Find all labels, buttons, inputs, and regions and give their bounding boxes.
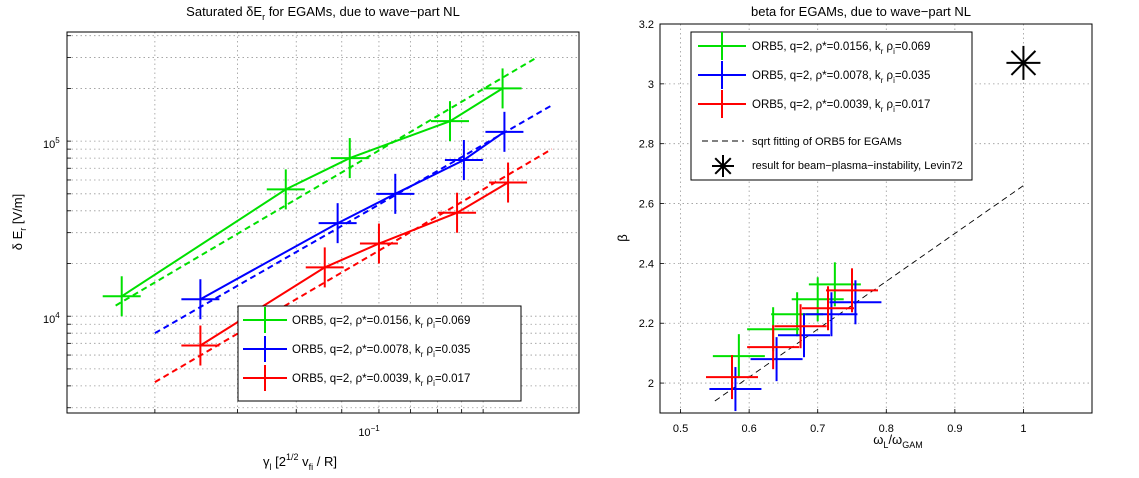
left-plot: Saturated δEr for EGAMs, due to wave−par… xyxy=(10,4,580,472)
right-series-3-point-4 xyxy=(802,286,854,331)
right-legend-entry-3: ORB5, q=2, ρ*=0.0039, kr ρi=0.017 xyxy=(752,99,930,114)
right-markers xyxy=(706,262,882,412)
right-fit-line xyxy=(714,185,1024,402)
left-series-1-point-1 xyxy=(102,276,141,317)
right-x-tick-label-1: 0.6 xyxy=(741,423,756,435)
right-legend-glyph-1 xyxy=(698,32,746,60)
left-series-3-point-5 xyxy=(489,162,528,203)
right-series-2-point-4 xyxy=(805,292,858,337)
right-x-tick-label-4: 0.9 xyxy=(947,423,962,435)
right-y-tick-label-2: 2.4 xyxy=(639,258,654,270)
right-y-tick-label-6: 3.2 xyxy=(639,19,654,31)
right-series-2-point-1 xyxy=(709,367,762,412)
right-legend: ORB5, q=2, ρ*=0.0156, kr ρi=0.069 ORB5, … xyxy=(690,31,973,181)
left-markers xyxy=(102,68,528,366)
left-x-axis-label: γl [21/2 vfi / R] xyxy=(263,452,337,472)
left-y-axis-label: δ Er [V/m] xyxy=(10,194,28,250)
right-series-3-point-2 xyxy=(747,325,800,370)
left-y-tick-label-1e5: 105 xyxy=(43,136,60,151)
left-y-tick-label-1e4: 104 xyxy=(43,311,60,326)
right-series-2-point-5 xyxy=(829,280,882,325)
right-x-axis-label: ωL/ωGAM xyxy=(873,432,922,450)
left-series-2-point-5 xyxy=(485,111,524,152)
left-series-1-point-2 xyxy=(266,169,305,210)
right-legend-glyph-3 xyxy=(698,90,746,118)
left-series-2-fit xyxy=(154,104,553,335)
left-series-3-point-2 xyxy=(305,247,344,288)
right-star-ray-3 xyxy=(1010,50,1037,76)
right-star-marker xyxy=(1006,45,1041,80)
left-series-1-point-4 xyxy=(430,101,469,142)
right-y-tick-labels: 2 2.2 2.4 2.6 2.8 3 3.2 xyxy=(639,19,654,390)
right-series-3-point-1 xyxy=(706,355,758,400)
left-series-1-point-5 xyxy=(483,68,522,109)
right-x-tick-labels: 0.5 0.6 0.7 0.8 0.9 1 xyxy=(673,423,1027,435)
left-legend-entry-3: ORB5, q=2, ρ*=0.0039, kr ρi=0.017 xyxy=(292,373,470,388)
right-y-axis-label: β xyxy=(615,234,630,241)
left-series-1-point-3 xyxy=(330,138,369,179)
right-y-tick-label-4: 2.8 xyxy=(639,139,654,151)
left-legend-glyphs xyxy=(243,307,287,391)
right-fit-line-path xyxy=(714,185,1024,402)
left-series-1-fit xyxy=(115,56,538,307)
right-series-1-point-1 xyxy=(712,334,765,379)
right-legend-glyph-star xyxy=(712,155,734,177)
left-series-3-point-3 xyxy=(359,223,398,264)
right-title: beta for EGAMs, due to wave−part NL xyxy=(751,4,971,19)
left-series-3-fit xyxy=(154,148,553,384)
left-series-2-point-1 xyxy=(181,279,220,320)
right-x-tick-label-5: 1 xyxy=(1020,423,1026,435)
left-series-3-point-1 xyxy=(181,325,220,366)
left-series-3-point-4 xyxy=(438,192,477,233)
right-axes-box xyxy=(659,23,1093,414)
right-series-2-point-2 xyxy=(750,337,803,382)
right-x-tick-label-3: 0.8 xyxy=(879,423,894,435)
left-legend-glyph-1 xyxy=(243,307,287,333)
left-series-1-line xyxy=(121,87,504,298)
right-series-2-point-3 xyxy=(778,313,830,358)
right-series-3-point-5 xyxy=(826,268,878,313)
right-y-tick-label-3: 2.6 xyxy=(639,199,654,211)
right-series-3-point-3 xyxy=(774,304,827,349)
left-fit-lines xyxy=(115,56,553,384)
right-y-tick-label-5: 3 xyxy=(648,79,654,91)
right-legend-entry-star: result for beam−plasma−instability, Levi… xyxy=(752,160,963,172)
left-legend-glyph-2 xyxy=(243,336,287,362)
right-legend-glyphs xyxy=(698,32,746,177)
left-series-2-point-2 xyxy=(318,203,357,244)
right-legend-entry-2: ORB5, q=2, ρ*=0.0078, kr ρi=0.035 xyxy=(752,70,930,85)
left-series-2-point-3 xyxy=(376,173,415,214)
right-plot: beta for EGAMs, due to wave−part NL 0.5 0… xyxy=(615,4,1093,450)
left-title: Saturated δEr for EGAMs, due to wave−par… xyxy=(186,4,460,22)
left-legend: ORB5, q=2, ρ*=0.0156, kr ρi=0.069 ORB5, … xyxy=(237,305,522,402)
left-legend-glyph-3 xyxy=(243,365,287,391)
left-x-tick-label: 10−1 xyxy=(358,424,380,439)
right-y-tick-label-1: 2.2 xyxy=(639,318,654,330)
left-series-2-point-4 xyxy=(444,140,483,181)
left-legend-entry-1: ORB5, q=2, ρ*=0.0156, kr ρi=0.069 xyxy=(292,315,470,330)
right-legend-entry-fit: sqrt fitting of ORB5 for EGAMs xyxy=(752,136,902,148)
left-legend-box xyxy=(237,305,522,402)
right-legend-entry-1: ORB5, q=2, ρ*=0.0156, kr ρi=0.069 xyxy=(752,41,930,56)
right-legend-glyph-2 xyxy=(698,61,746,89)
right-legend-box xyxy=(690,31,973,181)
left-legend-entry-2: ORB5, q=2, ρ*=0.0078, kr ρi=0.035 xyxy=(292,344,470,359)
right-y-tick-label-0: 2 xyxy=(648,378,654,390)
right-x-tick-label-2: 0.7 xyxy=(810,423,825,435)
left-axes-box xyxy=(66,31,580,414)
right-legend-star-ray-3 xyxy=(714,157,732,175)
right-x-tick-label-0: 0.5 xyxy=(673,423,688,435)
